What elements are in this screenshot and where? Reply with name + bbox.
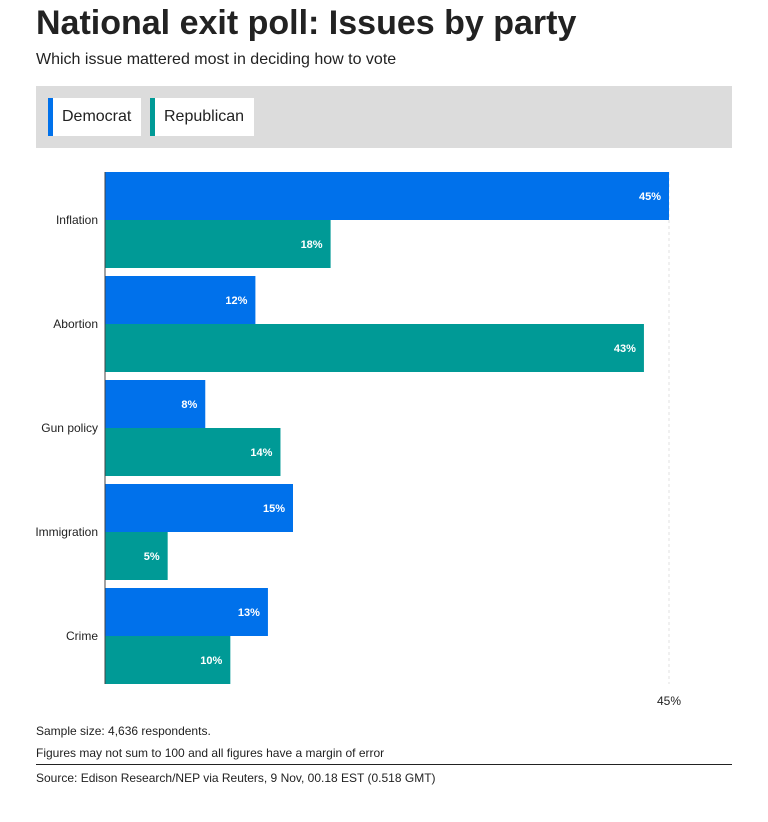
- data-label: 8%: [181, 399, 197, 411]
- bar-democrat: [105, 172, 669, 220]
- legend-swatch-democrat: [48, 98, 53, 136]
- bar-republican: [105, 532, 168, 580]
- legend-item-democrat[interactable]: Democrat: [48, 98, 142, 136]
- category-label: Abortion: [53, 317, 98, 331]
- data-label: 5%: [144, 551, 160, 563]
- data-label: 43%: [614, 343, 636, 355]
- footer-divider: [36, 764, 732, 765]
- bar-republican: [105, 428, 281, 476]
- legend-label-democrat: Democrat: [62, 108, 132, 125]
- sample-size-note: Sample size: 4,636 respondents.: [36, 724, 211, 738]
- page-subtitle: Which issue mattered most in deciding ho…: [36, 51, 397, 68]
- legend-swatch-republican: [150, 98, 155, 136]
- data-label: 14%: [250, 447, 272, 459]
- bar-republican: [105, 636, 231, 684]
- category-label: Inflation: [56, 213, 98, 227]
- category-label: Crime: [66, 629, 98, 643]
- bar-democrat: [105, 276, 256, 324]
- bar-democrat: [105, 380, 206, 428]
- bar-republican: [105, 220, 331, 268]
- x-tick-label: 45%: [657, 694, 681, 708]
- bar-republican: [105, 324, 644, 372]
- data-label: 12%: [225, 295, 247, 307]
- data-label: 18%: [301, 239, 323, 251]
- data-label: 13%: [238, 607, 260, 619]
- data-label: 10%: [200, 655, 222, 667]
- legend-item-republican[interactable]: Republican: [150, 98, 255, 136]
- bar-democrat: [105, 484, 293, 532]
- source-note: Source: Edison Research/NEP via Reuters,…: [36, 771, 436, 785]
- category-label: Gun policy: [41, 421, 98, 435]
- data-label: 15%: [263, 503, 285, 515]
- page-title: National exit poll: Issues by party: [36, 4, 577, 42]
- data-label: 45%: [639, 191, 661, 203]
- bar-democrat: [105, 588, 268, 636]
- category-label: Immigration: [35, 525, 98, 539]
- bar-chart: Inflation 45% 18% Abortion 12% 43% Gun policy 8…: [35, 172, 681, 708]
- legend: Democrat Republican: [36, 86, 732, 148]
- legend-label-republican: Republican: [164, 108, 245, 125]
- margin-of-error-note: Figures may not sum to 100 and all figur…: [36, 746, 385, 760]
